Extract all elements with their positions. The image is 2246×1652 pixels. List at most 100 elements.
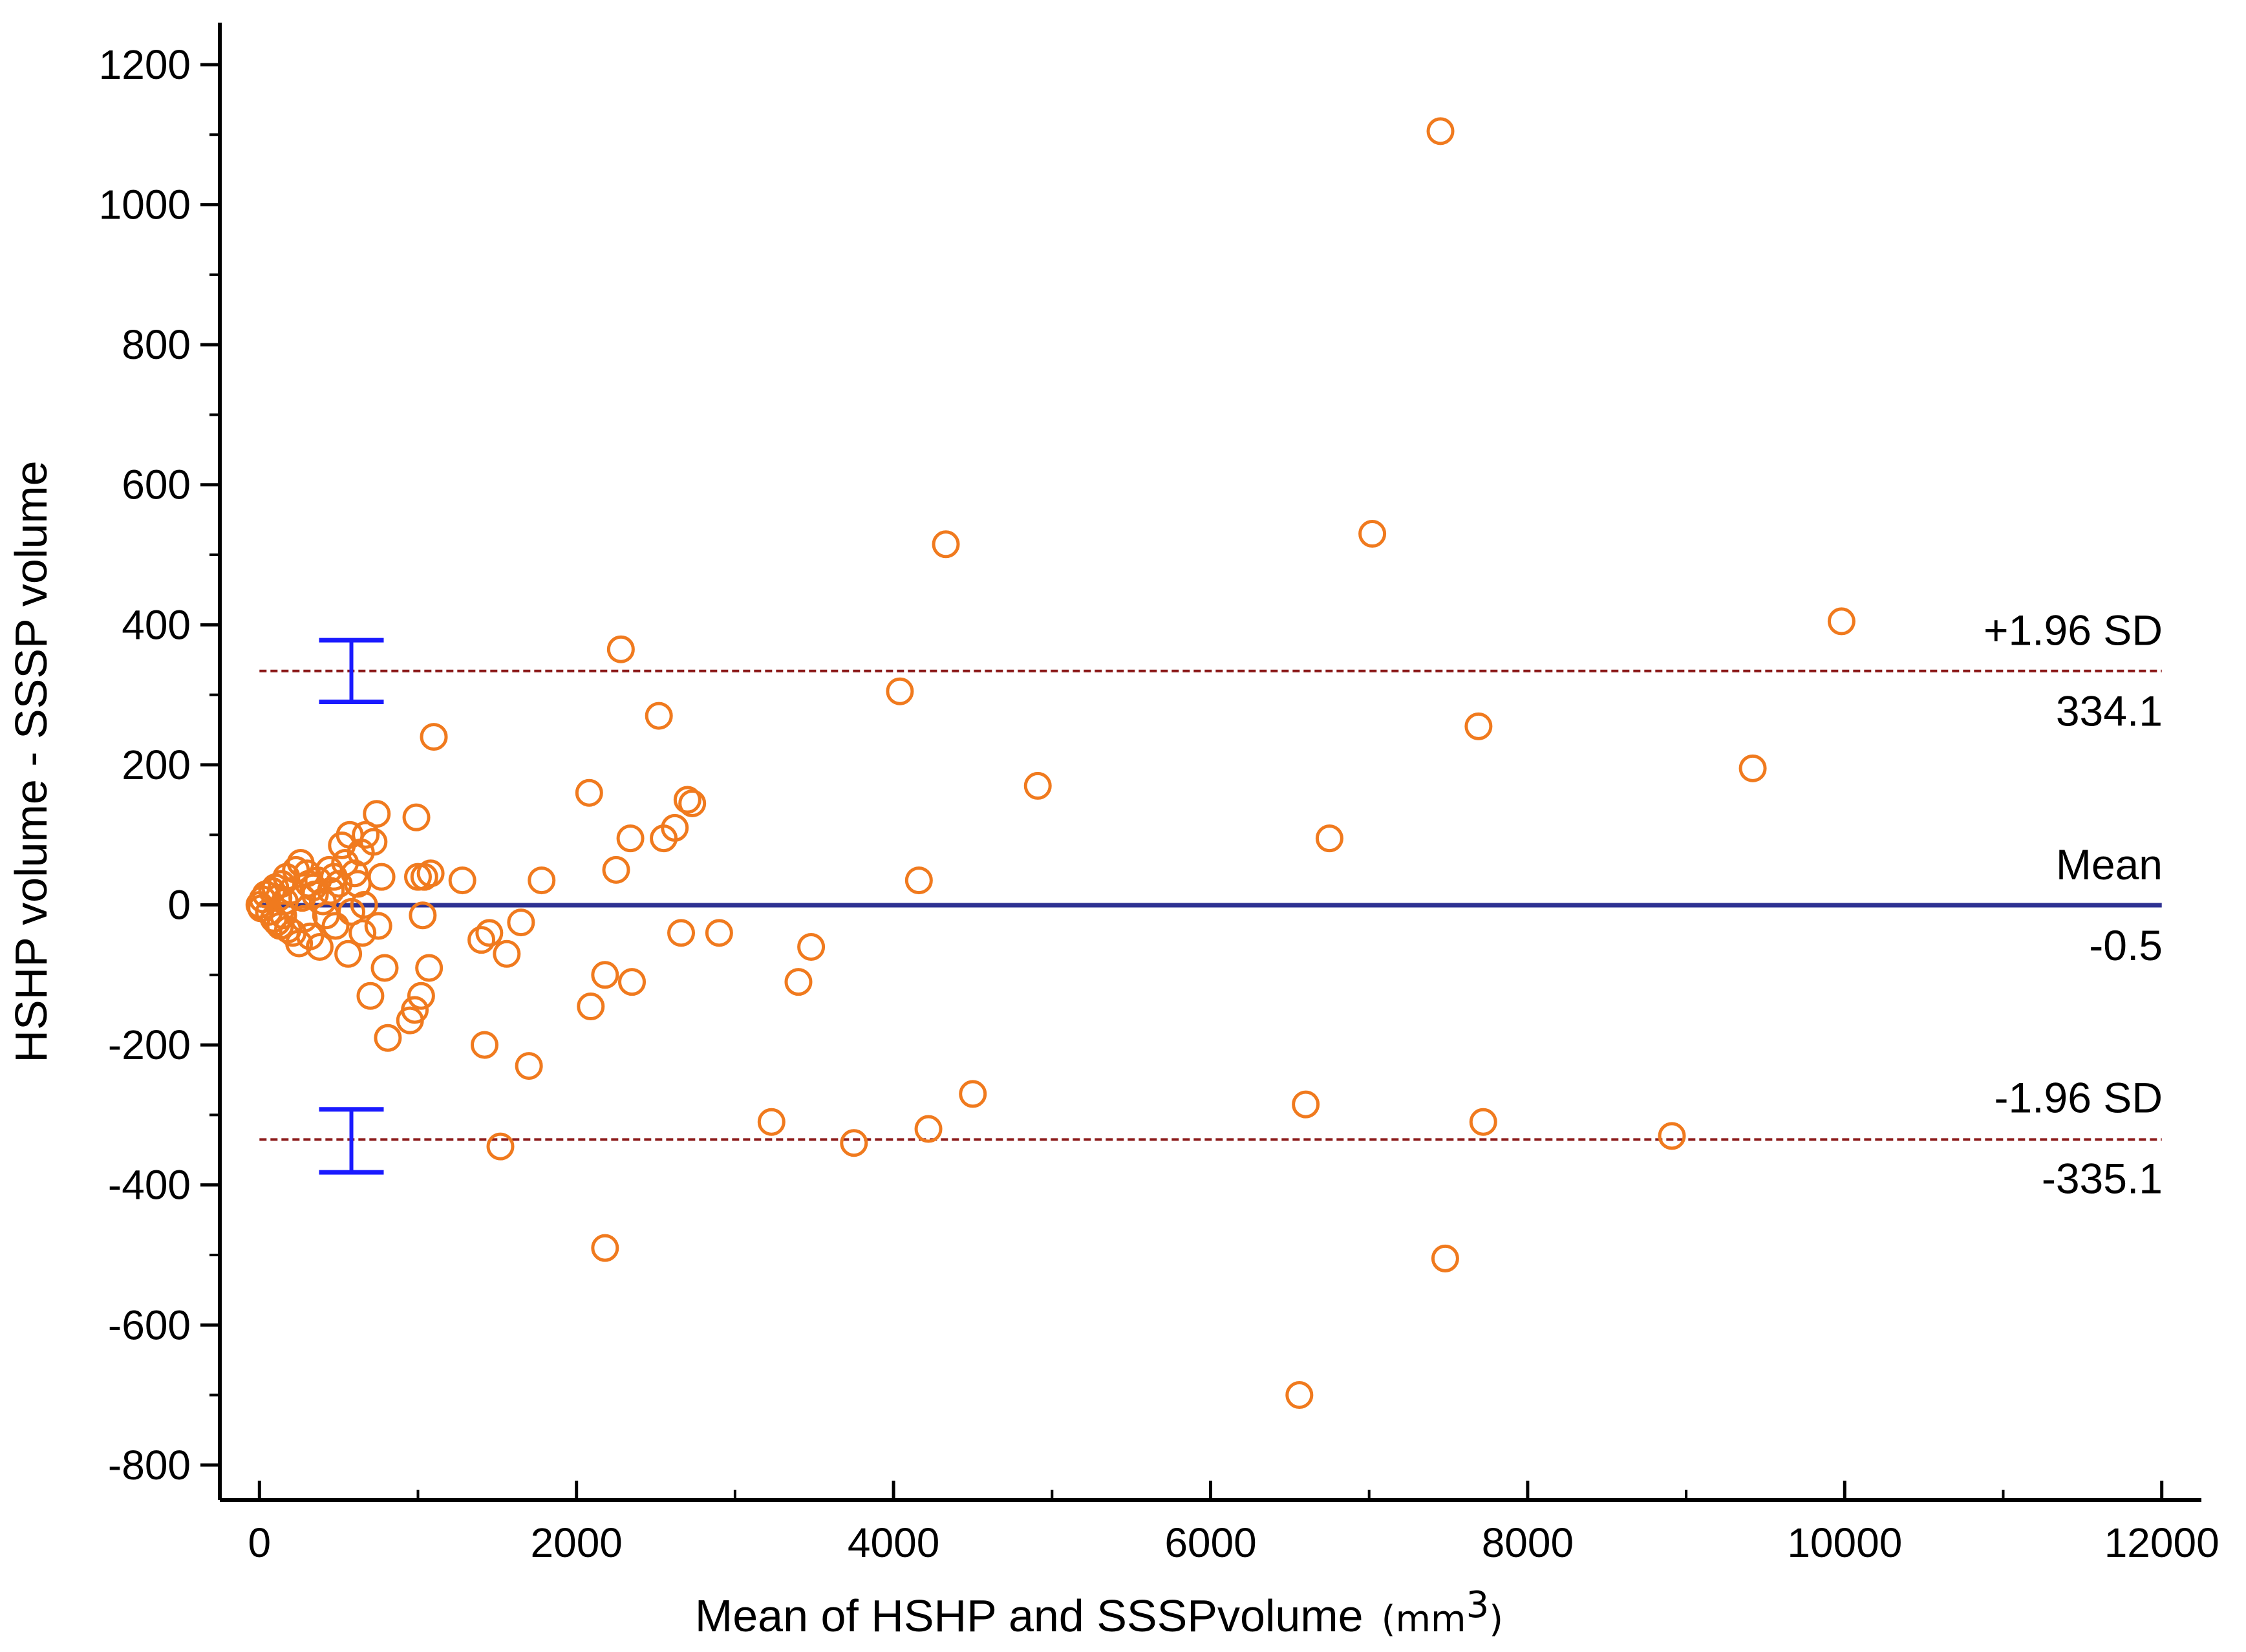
- data-point: [1464, 712, 1493, 740]
- data-point: [591, 961, 619, 989]
- data-point: [904, 866, 933, 895]
- data-point: [317, 877, 345, 905]
- y-tick-label: 1200: [99, 41, 191, 88]
- data-point: [352, 821, 380, 849]
- data-point: [1469, 1108, 1497, 1136]
- x-axis-unit: mm: [1395, 1598, 1466, 1640]
- data-point: [575, 778, 603, 807]
- mean-value-label: -0.5: [2089, 921, 2163, 969]
- data-point: [448, 866, 476, 895]
- data-point: [409, 901, 437, 930]
- data-point: [959, 1080, 987, 1108]
- data-point: [356, 982, 385, 1010]
- data-point: [1315, 824, 1343, 853]
- data-point: [645, 702, 673, 730]
- labels-layer: +1.96 SD 334.1 Mean -0.5 -1.96 SD -335.1: [1984, 606, 2163, 1203]
- y-tick-label: 400: [122, 601, 191, 648]
- data-point: [797, 932, 826, 961]
- data-point: [401, 996, 429, 1024]
- y-tick-label: -800: [108, 1442, 191, 1488]
- data-point: [290, 905, 318, 933]
- x-axis-unit-open: (: [1382, 1598, 1396, 1640]
- data-point: [673, 786, 701, 814]
- data-point: [350, 891, 378, 919]
- data-point: [577, 992, 605, 1021]
- points-layer: [245, 117, 1856, 1410]
- data-point: [486, 1132, 515, 1161]
- data-point: [374, 1024, 402, 1052]
- data-point: [661, 813, 689, 842]
- axes-layer: [218, 23, 2201, 1502]
- data-point: [1431, 1244, 1459, 1272]
- data-point: [363, 800, 391, 828]
- y-axis-title: HSHP volume - SSSP volume: [6, 460, 56, 1062]
- y-tick-label: -200: [108, 1022, 191, 1068]
- x-tick-label: 0: [248, 1519, 272, 1566]
- x-tick-label: 4000: [848, 1519, 939, 1566]
- y-tick-label: -400: [108, 1162, 191, 1208]
- data-point: [364, 912, 392, 940]
- data-point: [359, 828, 388, 856]
- data-point: [757, 1108, 786, 1136]
- x-tick-label: 12000: [2104, 1519, 2219, 1566]
- data-point: [301, 880, 329, 908]
- data-point: [1426, 117, 1455, 145]
- data-point: [475, 919, 504, 947]
- data-point: [515, 1052, 543, 1080]
- data-point: [932, 530, 960, 559]
- data-point: [616, 824, 645, 853]
- data-point: [705, 919, 733, 947]
- data-point: [407, 982, 435, 1010]
- data-point: [367, 863, 396, 891]
- upper-loa-label: +1.96 SD: [1984, 606, 2163, 654]
- data-point: [1292, 1090, 1320, 1119]
- data-point: [591, 1234, 619, 1262]
- data-point: [1738, 754, 1767, 782]
- data-point: [1827, 607, 1856, 636]
- x-axis-title: Mean of HSHP and SSSPvolume: [695, 1591, 1364, 1641]
- data-point: [1358, 520, 1387, 548]
- data-point: [528, 866, 556, 895]
- data-point: [1023, 771, 1052, 800]
- y-tick-label: 0: [167, 882, 191, 928]
- y-tick-label: 1000: [99, 182, 191, 228]
- data-point: [415, 954, 444, 982]
- data-point: [914, 1115, 943, 1143]
- reference-lines-layer: [259, 638, 2162, 1175]
- y-tick-label: 600: [122, 462, 191, 508]
- data-point: [507, 908, 535, 937]
- data-point: [840, 1129, 868, 1157]
- data-point: [370, 954, 399, 982]
- data-point: [416, 859, 445, 888]
- x-tick-label: 10000: [1787, 1519, 1902, 1566]
- x-axis-title-group: Mean of HSHP and SSSPvolume (mm3): [695, 1584, 1503, 1641]
- data-point: [678, 789, 707, 817]
- lower-loa-value-label: -335.1: [2042, 1154, 2163, 1202]
- data-point: [348, 919, 377, 947]
- data-point: [886, 677, 914, 705]
- x-axis-unit-sup: 3: [1466, 1584, 1490, 1626]
- x-axis-unit-close: ): [1489, 1598, 1503, 1640]
- data-point: [334, 939, 363, 968]
- x-tick-label: 6000: [1164, 1519, 1256, 1566]
- data-point: [321, 912, 350, 940]
- upper-loa-value-label: 334.1: [2056, 687, 2163, 735]
- data-point: [402, 803, 431, 831]
- data-point: [667, 919, 696, 947]
- data-point: [305, 932, 334, 961]
- lower-loa-label: -1.96 SD: [1995, 1073, 2163, 1121]
- y-tick-label: 200: [122, 742, 191, 788]
- data-point: [784, 968, 813, 996]
- data-point: [1285, 1381, 1314, 1410]
- data-point: [420, 723, 448, 751]
- data-point: [606, 635, 635, 663]
- data-point: [602, 855, 630, 884]
- data-point: [618, 968, 647, 996]
- data-point: [1658, 1122, 1686, 1150]
- data-point: [467, 926, 496, 954]
- data-point: [470, 1031, 498, 1059]
- data-point: [493, 939, 521, 968]
- y-tick-label: 800: [122, 321, 191, 368]
